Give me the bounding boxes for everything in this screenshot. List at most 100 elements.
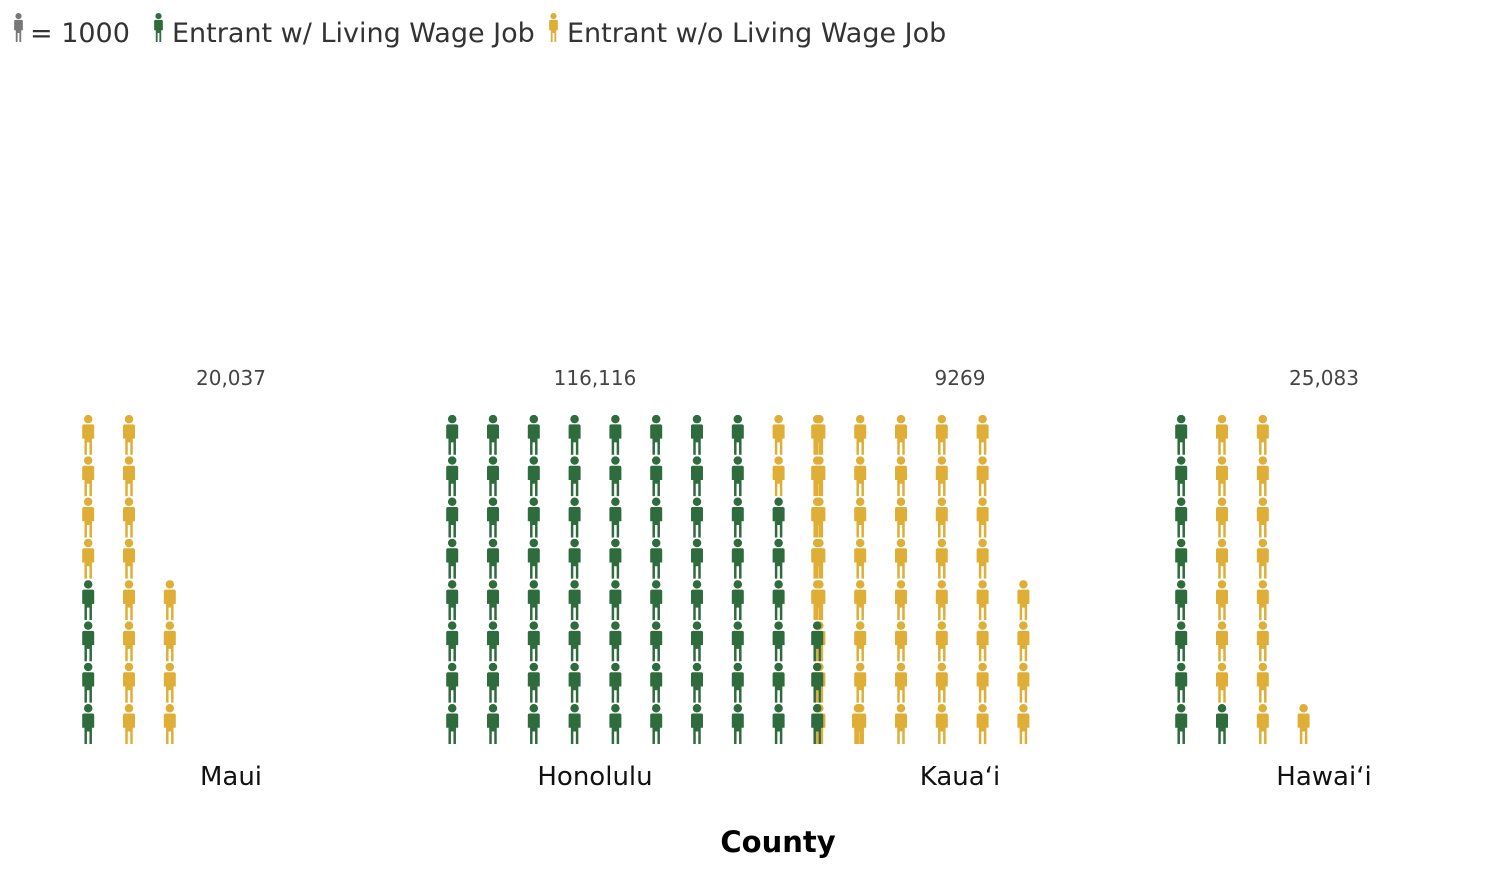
person-icon-with [691,704,703,744]
person-icon-with [772,704,785,744]
person-icon-without [1017,580,1030,621]
person-icon-without [1017,704,1030,744]
person-icon-with [731,414,744,455]
person-icon-with [691,456,703,497]
person-icon-without [854,538,867,579]
person-icon-without [854,497,867,538]
person-icon-with [527,497,540,538]
person-icon-with [82,621,95,662]
total-label: 20,037 [196,366,266,390]
person-icon-with [772,662,785,703]
person-icon-with [568,662,581,703]
person-icon-with [691,414,703,455]
person-icon-with [731,580,744,621]
person-icon-without [854,414,867,455]
person-icon-without [976,538,989,579]
person-icon-with [82,580,95,621]
person-icon-with [1175,621,1188,662]
person-icon-without [1256,497,1269,538]
person-icon-without [976,662,989,703]
person-icon-without [1017,662,1030,703]
total-label: 9269 [935,366,986,390]
person-icon-without [895,538,907,579]
person-icon-without [123,538,135,579]
person-icon-with [527,414,540,455]
person-icon-with [609,538,622,579]
person-icon-without [163,621,176,662]
person-icon-without [935,538,948,579]
person-icon-without [976,621,989,662]
person-icon-without [935,456,948,497]
person-icon-without [123,456,135,497]
x-axis-title: County [720,825,835,859]
person-icon-without [1256,621,1269,662]
person-icon-without [1256,580,1269,621]
person-icon-with [568,414,581,455]
person-icon-without [854,621,867,662]
person-icon-without [854,456,867,497]
person-icon-with [487,704,499,744]
person-icon-with [487,456,499,497]
person-icon-without [1256,704,1269,744]
person-icon-without [895,704,907,744]
person-icon-with [568,704,581,744]
legend-without-label: Entrant w/o Living Wage Job [567,18,946,49]
person-icon-with [446,538,459,579]
person-icon-with [731,497,744,538]
person-icon-without [163,580,176,621]
category-label: Kauaʻi [920,762,1000,792]
person-icon-without [1256,662,1269,703]
person-icon-without [895,662,907,703]
county-group-3 [1175,414,1310,744]
person-icon-without [123,580,135,621]
person-icon-with [650,497,663,538]
person-icon-with [772,497,785,538]
person-icon-with [1216,704,1228,744]
person-icon-with [731,538,744,579]
person-icon-with [568,456,581,497]
person-icon-with [446,704,459,744]
person-icon-with [650,621,663,662]
person-icon-with [527,456,540,497]
total-label: 116,116 [554,366,637,390]
person-icon-without [1256,414,1269,455]
person-icon-with [487,414,499,455]
person-icon-without [935,621,948,662]
person-icon-with [527,662,540,703]
person-icon-with [446,580,459,621]
category-label: Hawaiʻi [1276,762,1371,792]
person-icon-with [1175,704,1188,744]
person-icon-with [650,580,663,621]
person-icon-with [731,456,744,497]
person-icon-with [691,662,703,703]
person-icon-with [527,580,540,621]
person-icon-without [895,456,907,497]
county-group-0 [82,414,176,744]
person-icon-without [935,497,948,538]
person-icon-without [895,414,907,455]
person-icon-with [568,497,581,538]
person-icon-without [895,621,907,662]
person-icon-without [1297,704,1310,744]
person-icon-with [691,580,703,621]
person-icon-with [731,621,744,662]
person-icon-with [691,538,703,579]
person-icon-without [935,704,948,744]
person-icon-without [935,414,948,455]
person-icon-without [82,538,95,579]
person-icon-with [446,456,459,497]
person-icon-without [123,414,135,455]
person-icon-with [487,497,499,538]
person-icon-with [609,414,622,455]
person-icon-without [1256,456,1269,497]
person-icon-with [731,662,744,703]
person-icon-with [609,497,622,538]
person-icon-with [1175,538,1188,579]
person-icon-without [82,497,95,538]
person-icon-without [1297,699,1310,703]
person-icon-without [123,662,135,703]
legend-with-label: Entrant w/ Living Wage Job [172,18,535,49]
category-label: Honolulu [537,762,652,792]
legend-without-person-icon [549,13,558,42]
